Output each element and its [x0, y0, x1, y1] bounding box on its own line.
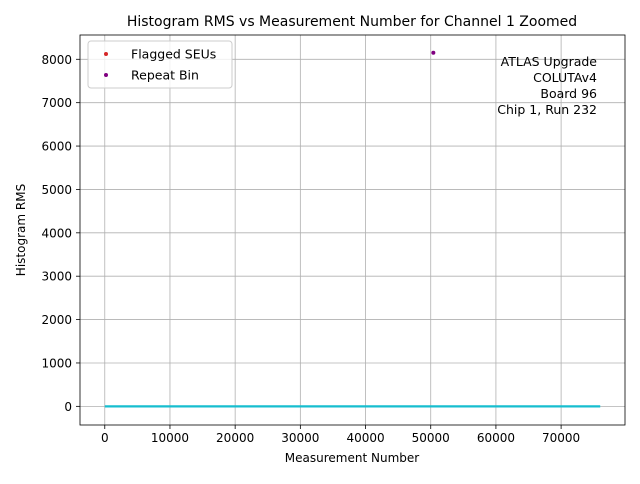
annotation-line-3: Board 96	[540, 86, 597, 101]
series-layer	[104, 50, 601, 408]
x-tick-label: 10000	[151, 431, 189, 445]
y-tick-label: 4000	[41, 226, 72, 240]
annotation-line-1: ATLAS Upgrade	[501, 54, 598, 69]
legend-marker-repeat-bin	[104, 73, 108, 77]
axes-layer	[79, 34, 626, 426]
y-tick-label: 7000	[41, 96, 72, 110]
legend-label-repeat-bin: Repeat Bin	[131, 68, 199, 83]
legend-frame	[87, 40, 233, 89]
run-info-annotation: ATLAS Upgrade COLUTAv4 Board 96 Chip 1, …	[497, 54, 597, 117]
x-tick-label: 60000	[477, 431, 515, 445]
y-tick-label: 1000	[41, 356, 72, 370]
x-axis-label: Measurement Number	[285, 451, 419, 465]
x-tick-label: 20000	[216, 431, 254, 445]
y-tick-label: 6000	[41, 140, 72, 154]
annotation-line-4: Chip 1, Run 232	[497, 102, 597, 117]
y-tick-label: 8000	[41, 53, 72, 67]
x-tick-label: 0	[101, 431, 109, 445]
y-tick-label: 0	[64, 400, 72, 414]
y-axis-label: Histogram RMS	[14, 184, 28, 276]
legend-label-flagged-seus: Flagged SEUs	[131, 47, 216, 62]
plot-frame	[79, 34, 626, 426]
y-tick-label: 3000	[41, 270, 72, 284]
chart-title: Histogram RMS vs Measurement Number for …	[127, 14, 577, 30]
legend: Flagged SEUs Repeat Bin	[87, 40, 233, 89]
x-tick-label: 70000	[542, 431, 580, 445]
grid-layer	[80, 35, 625, 425]
x-ticks: 0 10000 20000 30000 40000 50000 60000 70000	[101, 425, 580, 445]
y-tick-label: 5000	[41, 183, 72, 197]
y-ticks: 0 1000 2000 3000 4000 5000 6000 7000 8000	[41, 53, 80, 414]
data-point-repeat-bin	[431, 50, 436, 55]
x-tick-label: 30000	[281, 431, 319, 445]
y-tick-label: 2000	[41, 313, 72, 327]
x-tick-label: 50000	[412, 431, 450, 445]
x-tick-label: 40000	[346, 431, 384, 445]
annotation-line-2: COLUTAv4	[533, 70, 597, 85]
legend-marker-flagged-seus	[104, 52, 108, 56]
